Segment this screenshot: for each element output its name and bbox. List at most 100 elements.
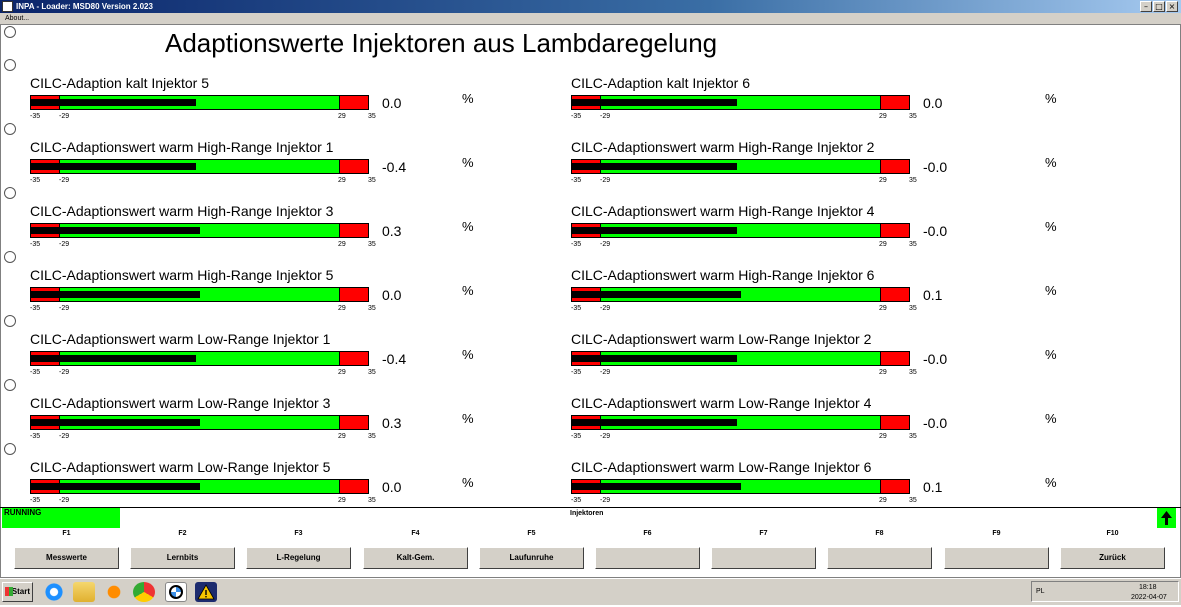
scale-tick: -35 bbox=[30, 241, 41, 248]
gauge: CILC-Adaptionswert warm Low-Range Injekt… bbox=[30, 395, 550, 455]
radio-option-2[interactable] bbox=[4, 59, 16, 71]
gauge-value: -0.4 bbox=[382, 159, 407, 175]
app-icon bbox=[2, 1, 13, 12]
fkey-button-f8[interactable] bbox=[827, 547, 932, 569]
gauge-value: 0.1 bbox=[923, 287, 943, 303]
chrome-icon[interactable] bbox=[133, 582, 155, 602]
limit-zone-high bbox=[880, 479, 910, 494]
minimize-button[interactable]: – bbox=[1140, 1, 1152, 12]
radio-option-3[interactable] bbox=[4, 123, 16, 135]
fkey-label-f5: F5 bbox=[527, 530, 536, 537]
scale-tick: 35 bbox=[368, 177, 376, 184]
fkey-button-f9[interactable] bbox=[944, 547, 1049, 569]
system-tray bbox=[1031, 581, 1179, 602]
scale-tick: -29 bbox=[59, 497, 70, 504]
scale-tick: 29 bbox=[338, 113, 346, 120]
gauge-fill bbox=[571, 419, 737, 426]
scale-tick: -29 bbox=[59, 305, 70, 312]
gauge-label: CILC-Adaptionswert warm High-Range Injek… bbox=[30, 267, 334, 283]
gauge-fill bbox=[30, 99, 196, 106]
gauge-label: CILC-Adaptionswert warm High-Range Injek… bbox=[571, 203, 875, 219]
gauge-bar bbox=[30, 95, 369, 110]
gauge-fill bbox=[571, 355, 737, 362]
limit-zone-high bbox=[880, 223, 910, 238]
ie-icon[interactable] bbox=[43, 582, 65, 602]
gauge-bar bbox=[571, 479, 910, 494]
radio-option-8[interactable] bbox=[4, 443, 16, 455]
scale-tick: -29 bbox=[600, 433, 611, 440]
limit-zone-high bbox=[339, 223, 369, 238]
folder-icon[interactable] bbox=[73, 582, 95, 602]
scale-tick: 35 bbox=[368, 497, 376, 504]
gauge-label: CILC-Adaptionswert warm Low-Range Injekt… bbox=[571, 331, 872, 347]
scale-tick: 35 bbox=[368, 305, 376, 312]
limit-zone-high bbox=[339, 479, 369, 494]
limit-zone-high bbox=[880, 415, 910, 430]
clock-time: 18:18 bbox=[1139, 584, 1157, 591]
gauge-bar bbox=[30, 479, 369, 494]
gauge: CILC-Adaptionswert warm High-Range Injek… bbox=[571, 203, 1091, 263]
scale-tick: -35 bbox=[30, 305, 41, 312]
radio-option-5[interactable] bbox=[4, 251, 16, 263]
scale-tick: -35 bbox=[30, 177, 41, 184]
scale-tick: 29 bbox=[338, 433, 346, 440]
radio-option-1[interactable] bbox=[4, 26, 16, 38]
gauge-bar bbox=[30, 287, 369, 302]
gauge-bar bbox=[30, 351, 369, 366]
language-indicator[interactable]: PL bbox=[1036, 588, 1045, 595]
scale-tick: -29 bbox=[600, 177, 611, 184]
gauge-bar bbox=[571, 287, 910, 302]
gauge-fill bbox=[571, 99, 737, 106]
radio-option-4[interactable] bbox=[4, 187, 16, 199]
fkey-label-f10: F10 bbox=[1106, 530, 1119, 537]
scale-tick: 35 bbox=[368, 433, 376, 440]
start-label: Start bbox=[11, 587, 30, 596]
gauge: CILC-Adaptionswert warm Low-Range Injekt… bbox=[571, 331, 1091, 391]
limit-zone-high bbox=[339, 415, 369, 430]
gauge: CILC-Adaptionswert warm High-Range Injek… bbox=[30, 267, 550, 327]
fkey-button-f1[interactable]: Messwerte bbox=[14, 547, 119, 569]
scale-tick: 29 bbox=[338, 177, 346, 184]
scroll-up-button[interactable] bbox=[1157, 508, 1176, 528]
radio-option-7[interactable] bbox=[4, 379, 16, 391]
bmw-icon[interactable] bbox=[165, 582, 187, 602]
clock-date: 2022-04-07 bbox=[1131, 594, 1167, 601]
gauge-value: 0.0 bbox=[382, 479, 402, 495]
fkey-button-f6[interactable] bbox=[595, 547, 700, 569]
fkey-button-f3[interactable]: L-Regelung bbox=[246, 547, 351, 569]
menubar: About... bbox=[0, 13, 1181, 24]
gauge-unit: % bbox=[1045, 475, 1057, 490]
scale-tick: -35 bbox=[571, 497, 582, 504]
gauge-fill bbox=[571, 291, 741, 298]
gauge-value: -0.0 bbox=[923, 159, 948, 175]
gauge-bar bbox=[30, 415, 369, 430]
gauge-value: -0.0 bbox=[923, 415, 948, 431]
menu-about[interactable]: About... bbox=[5, 15, 30, 22]
start-button[interactable]: Start bbox=[2, 582, 33, 602]
scale-tick: 35 bbox=[909, 433, 917, 440]
gauge-unit: % bbox=[1045, 155, 1057, 170]
media-player-icon[interactable] bbox=[103, 582, 125, 602]
scale-tick: 29 bbox=[879, 433, 887, 440]
radio-option-6[interactable] bbox=[4, 315, 16, 327]
gauge: CILC-Adaption kalt Injektor 6 -35 -29 29 35 0… bbox=[571, 75, 1091, 135]
fkey-button-f10[interactable]: Zurück bbox=[1060, 547, 1165, 569]
fkey-button-f7[interactable] bbox=[711, 547, 816, 569]
scale-tick: 29 bbox=[879, 113, 887, 120]
scale-tick: -29 bbox=[59, 433, 70, 440]
running-indicator: RUNNING bbox=[2, 508, 120, 528]
gauge-unit: % bbox=[462, 411, 474, 426]
scale-tick: -29 bbox=[59, 369, 70, 376]
limit-zone-high bbox=[339, 351, 369, 366]
scale-tick: -35 bbox=[571, 369, 582, 376]
maximize-button[interactable]: □ bbox=[1153, 1, 1165, 12]
fkey-button-f5[interactable]: Laufunruhe bbox=[479, 547, 584, 569]
fkey-button-f2[interactable]: Lernbits bbox=[130, 547, 235, 569]
scale-tick: 29 bbox=[879, 305, 887, 312]
gauge-fill bbox=[571, 227, 737, 234]
fkey-button-f4[interactable]: Kalt-Gem. bbox=[363, 547, 468, 569]
gauge-label: CILC-Adaptionswert warm Low-Range Injekt… bbox=[30, 459, 331, 475]
warning-icon[interactable] bbox=[195, 582, 217, 602]
gauge-fill bbox=[30, 227, 200, 234]
close-button[interactable]: × bbox=[1166, 1, 1178, 12]
